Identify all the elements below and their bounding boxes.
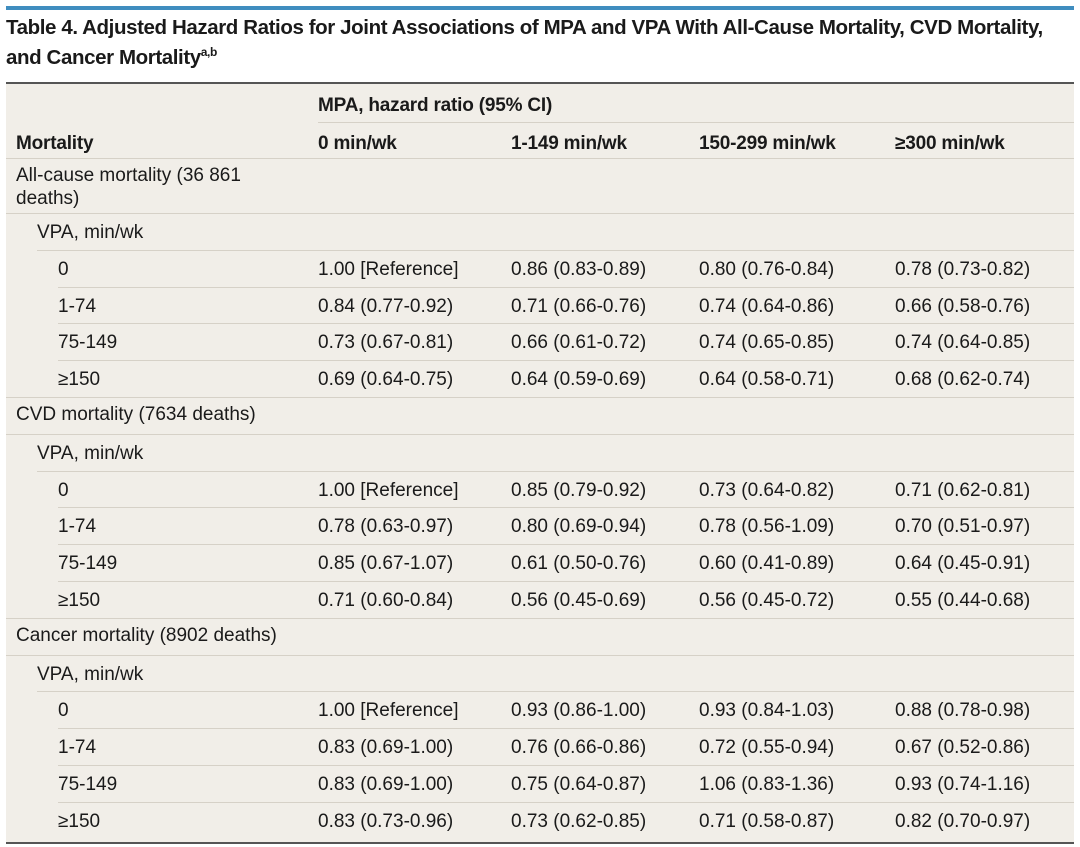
column-header: 0 min/wk bbox=[318, 133, 397, 154]
row-rule bbox=[58, 323, 1074, 325]
row-label: ≥150 bbox=[58, 810, 101, 832]
row-rule bbox=[58, 544, 1074, 546]
hazard-ratio: 0.60 (0.41-0.89) bbox=[699, 553, 835, 575]
hazard-ratio: 0.83 (0.69-1.00) bbox=[318, 774, 454, 795]
hazard-ratio: 1.06 (0.83-1.36) bbox=[699, 774, 835, 795]
column-header: 1-149 min/wk bbox=[511, 133, 627, 154]
hazard-ratio: 0.67 (0.52-0.86) bbox=[895, 737, 1031, 759]
hazard-ratio: 0.64 (0.58-0.71) bbox=[699, 369, 835, 391]
row-rule bbox=[37, 470, 1074, 472]
hazard-ratio: 0.78 (0.63-0.97) bbox=[318, 516, 454, 538]
hazard-ratio: 0.55 (0.44-0.68) bbox=[895, 590, 1031, 611]
row-rule bbox=[58, 581, 1074, 582]
hazard-ratio: 0.72 (0.55-0.94) bbox=[699, 737, 835, 759]
hazard-ratio: 0.56 (0.45-0.72) bbox=[699, 590, 835, 611]
hazard-ratio: 0.83 (0.73-0.96) bbox=[318, 810, 454, 832]
hazard-ratio: 0.93 (0.74-1.16) bbox=[895, 774, 1031, 795]
hazard-ratio: 0.71 (0.62-0.81) bbox=[895, 479, 1031, 501]
section-label: All-cause mortality (36 861 deaths) bbox=[16, 165, 241, 209]
row-label: 75-149 bbox=[58, 332, 118, 354]
row-rule bbox=[6, 397, 1074, 398]
hazard-ratio: 0.69 (0.64-0.75) bbox=[318, 369, 454, 391]
row-label: 0 bbox=[58, 700, 69, 722]
top-rule bbox=[6, 6, 1074, 10]
hazard-ratio: 1.00 [Reference] bbox=[318, 700, 459, 722]
section-label: CVD mortality (7634 deaths) bbox=[16, 404, 256, 425]
row-label: ≥150 bbox=[58, 369, 101, 391]
row-rule bbox=[37, 249, 1074, 251]
row-rule bbox=[6, 617, 1074, 619]
hazard-ratio: 0.80 (0.69-0.94) bbox=[511, 516, 647, 538]
title-text: Table 4. Adjusted Hazard Ratios for Join… bbox=[6, 16, 1043, 69]
hazard-ratio: 0.61 (0.50-0.76) bbox=[511, 553, 647, 575]
hazard-ratio: 0.93 (0.84-1.03) bbox=[699, 700, 835, 722]
hazard-ratio: 0.88 (0.78-0.98) bbox=[895, 700, 1031, 722]
row-rule bbox=[58, 360, 1074, 362]
hazard-ratio: 0.71 (0.66-0.76) bbox=[511, 295, 647, 317]
row-label: ≥150 bbox=[58, 590, 101, 611]
hazard-ratio: 0.66 (0.58-0.76) bbox=[895, 295, 1031, 317]
row-rule bbox=[58, 801, 1074, 803]
column-group-header: MPA, hazard ratio (95% CI) bbox=[318, 95, 553, 116]
hazard-ratio: 0.82 (0.70-0.97) bbox=[895, 810, 1031, 832]
hazard-ratio: 0.75 (0.64-0.87) bbox=[511, 774, 647, 795]
hazard-ratio: 0.74 (0.64-0.85) bbox=[895, 332, 1031, 354]
column-header: ≥300 min/wk bbox=[895, 133, 1005, 154]
hazard-ratio: 0.64 (0.45-0.91) bbox=[895, 553, 1031, 575]
hazard-ratio: 0.86 (0.83-0.89) bbox=[511, 258, 647, 280]
hazard-ratio: 0.85 (0.79-0.92) bbox=[511, 479, 647, 501]
row-rule bbox=[58, 765, 1074, 766]
hazard-ratio: 0.73 (0.62-0.85) bbox=[511, 810, 647, 832]
subgroup-label: VPA, min/wk bbox=[37, 442, 144, 464]
table: MPA, hazard ratio (95% CI) Mortality 0 min… bbox=[6, 82, 1074, 844]
row-rule bbox=[6, 433, 1074, 435]
hazard-ratio: 0.68 (0.62-0.74) bbox=[895, 369, 1031, 391]
row-rule bbox=[58, 728, 1074, 730]
column-header: 150-299 min/wk bbox=[699, 133, 836, 154]
hazard-ratio: 0.78 (0.73-0.82) bbox=[895, 258, 1031, 280]
title-footnote: a,b bbox=[200, 45, 218, 60]
hazard-ratio: 0.78 (0.56-1.09) bbox=[699, 516, 835, 538]
subgroup-label: VPA, min/wk bbox=[37, 222, 144, 243]
hazard-ratio: 0.74 (0.65-0.85) bbox=[699, 332, 835, 354]
row-label: 0 bbox=[58, 479, 69, 501]
hazard-ratio: 0.84 (0.77-0.92) bbox=[318, 295, 454, 317]
hazard-ratio: 0.80 (0.76-0.84) bbox=[699, 258, 835, 280]
row-label: 75-149 bbox=[58, 774, 118, 795]
hazard-ratio: 0.73 (0.67-0.81) bbox=[318, 332, 454, 354]
hazard-ratio: 0.71 (0.60-0.84) bbox=[318, 590, 454, 611]
row-label: 1-74 bbox=[58, 295, 97, 317]
section-label: Cancer mortality (8902 deaths) bbox=[16, 624, 277, 646]
hazard-ratio: 0.71 (0.58-0.87) bbox=[699, 810, 835, 832]
row-label: 0 bbox=[58, 258, 69, 280]
subgroup-label: VPA, min/wk bbox=[37, 663, 144, 685]
row-rule bbox=[37, 691, 1074, 693]
row-label: 75-149 bbox=[58, 553, 118, 575]
row-rule bbox=[6, 654, 1074, 656]
hazard-ratio: 0.56 (0.45-0.69) bbox=[511, 590, 647, 611]
hazard-ratio: 0.76 (0.66-0.86) bbox=[511, 737, 647, 759]
table-title: Table 4. Adjusted Hazard Ratios for Join… bbox=[6, 13, 1046, 73]
column-header: Mortality bbox=[16, 133, 94, 154]
hazard-ratio: 0.64 (0.59-0.69) bbox=[511, 369, 647, 391]
row-rule bbox=[6, 213, 1074, 214]
row-rule bbox=[318, 122, 1074, 123]
hazard-ratio: 0.93 (0.86-1.00) bbox=[511, 700, 647, 722]
row-label: 1-74 bbox=[58, 516, 97, 538]
row-label: 1-74 bbox=[58, 737, 97, 759]
hazard-ratio: 0.70 (0.51-0.97) bbox=[895, 516, 1031, 538]
hazard-ratio: 0.66 (0.61-0.72) bbox=[511, 332, 647, 354]
row-rule bbox=[6, 158, 1074, 159]
hazard-ratio: 0.73 (0.64-0.82) bbox=[699, 479, 835, 501]
row-rule bbox=[58, 507, 1074, 509]
hazard-ratio: 1.00 [Reference] bbox=[318, 258, 459, 280]
row-rule bbox=[58, 286, 1074, 288]
hazard-ratio: 1.00 [Reference] bbox=[318, 479, 459, 501]
hazard-ratio: 0.83 (0.69-1.00) bbox=[318, 737, 454, 759]
hazard-ratio: 0.74 (0.64-0.86) bbox=[699, 295, 835, 317]
hazard-ratio: 0.85 (0.67-1.07) bbox=[318, 553, 454, 575]
